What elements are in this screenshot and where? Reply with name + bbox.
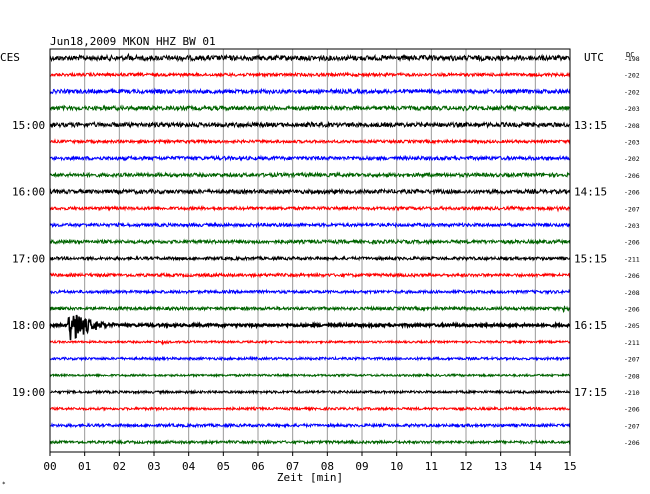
dc-value-16: -206: [624, 306, 640, 314]
x-axis-label: Zeit [min]: [277, 471, 343, 484]
corner-mark: *: [2, 481, 6, 488]
chart-title: Jun18,2009 MKON HHZ BW 01: [50, 35, 216, 48]
trace-line-6: [49, 138, 571, 145]
plot-frame: [49, 48, 571, 453]
x-tick-label-10: 10: [390, 460, 403, 473]
left-hour-label-2: 16:00: [12, 186, 45, 199]
trace-group: [49, 52, 571, 446]
plot-grid: [84, 49, 536, 452]
trace-line-24: [49, 438, 571, 446]
dc-value-23: -207: [624, 422, 640, 430]
left-hour-label-5: 19:00: [12, 386, 45, 399]
x-tick-label-04: 04: [182, 460, 196, 473]
right-hour-labels: 13:15 14:15 15:15 16:15 17:15: [574, 119, 607, 399]
left-hour-labels: 15:00 16:00 17:00 18:00 19:00: [12, 119, 45, 399]
dc-value-17: -205: [624, 322, 640, 330]
left-hour-label-3: 17:00: [12, 252, 45, 265]
trace-line-18: [49, 339, 571, 346]
x-tick-label-15: 15: [563, 460, 576, 473]
trace-line-22: [49, 405, 571, 412]
right-hour-label-5: 17:15: [574, 386, 607, 399]
x-tick-label-08: 08: [321, 460, 334, 473]
dc-value-3: -202: [624, 88, 640, 96]
dc-value-4: -203: [624, 105, 640, 113]
x-tick-label-13: 13: [494, 460, 507, 473]
x-tick-label-09: 09: [355, 460, 368, 473]
dc-value-8: -206: [624, 172, 640, 180]
dc-value-22: -206: [624, 406, 640, 414]
trace-line-19: [49, 355, 571, 362]
dc-header-label: DC: [626, 51, 634, 59]
left-hour-label-4: 18:00: [12, 319, 45, 332]
trace-line-14: [49, 271, 571, 279]
dc-value-10: -207: [624, 205, 640, 213]
trace-line-7: [49, 154, 571, 162]
dc-value-20: -208: [624, 372, 640, 380]
dc-value-labels: -198 -202 -202 -203 -208 -203 -202 -206 -206 -207…: [624, 55, 640, 447]
dc-value-21: -210: [624, 389, 640, 397]
x-tick-label-01: 01: [78, 460, 91, 473]
trace-line-8: [49, 171, 571, 179]
trace-line-1: [49, 52, 571, 63]
dc-value-9: -206: [624, 189, 640, 197]
dc-value-15: -208: [624, 289, 640, 297]
right-hour-label-1: 13:15: [574, 119, 607, 132]
x-tick-label-12: 12: [459, 460, 472, 473]
trace-line-11: [49, 221, 571, 229]
dc-value-18: -211: [624, 339, 640, 347]
trace-line-17: [49, 314, 571, 341]
trace-line-20: [49, 372, 571, 379]
x-tick-label-03: 03: [147, 460, 160, 473]
dc-value-1: -198: [624, 55, 640, 63]
right-timezone-label: UTC: [584, 51, 604, 64]
trace-line-16: [49, 305, 571, 313]
trace-line-13: [49, 255, 571, 262]
x-axis-ticks: 00 01 02 03 04 05 06 07 08 09 10 11 12 13 14 15: [43, 452, 577, 473]
x-tick-label-02: 02: [113, 460, 126, 473]
dc-value-19: -207: [624, 356, 640, 364]
right-hour-label-4: 16:15: [574, 319, 607, 332]
dc-value-14: -206: [624, 272, 640, 280]
dc-value-12: -206: [624, 239, 640, 247]
dc-value-6: -203: [624, 139, 640, 147]
x-tick-label-14: 14: [529, 460, 543, 473]
left-hour-label-1: 15:00: [12, 119, 45, 132]
x-tick-label-11: 11: [425, 460, 438, 473]
trace-line-9: [49, 187, 571, 196]
dc-value-24: -206: [624, 439, 640, 447]
trace-line-23: [49, 422, 571, 429]
trace-line-21: [50, 388, 571, 396]
dc-value-11: -203: [624, 222, 640, 230]
x-tick-label-07: 07: [286, 460, 299, 473]
trace-line-2: [49, 71, 571, 79]
left-timezone-label: CES: [0, 51, 20, 64]
x-tick-label-05: 05: [217, 460, 230, 473]
right-hour-label-2: 14:15: [574, 186, 607, 199]
trace-line-10: [49, 204, 571, 213]
trace-line-5: [49, 120, 571, 129]
dc-value-7: -202: [624, 155, 640, 163]
x-tick-label-00: 00: [43, 460, 56, 473]
x-tick-label-06: 06: [251, 460, 264, 473]
dc-value-13: -211: [624, 255, 640, 263]
dc-value-2: -202: [624, 72, 640, 80]
dc-value-5: -208: [624, 122, 640, 130]
trace-line-15: [49, 288, 571, 296]
right-hour-label-3: 15:15: [574, 252, 607, 265]
trace-line-3: [50, 87, 571, 96]
trace-line-4: [49, 104, 571, 112]
trace-line-12: [49, 238, 571, 246]
